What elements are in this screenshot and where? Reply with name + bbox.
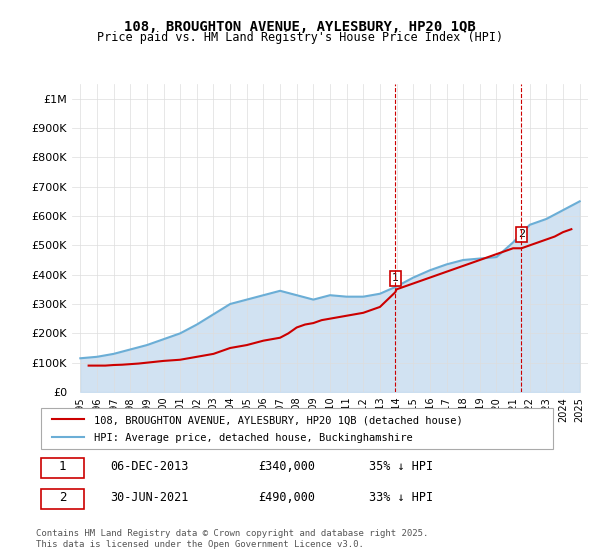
Text: 35% ↓ HPI: 35% ↓ HPI <box>368 460 433 473</box>
FancyBboxPatch shape <box>41 489 83 510</box>
Text: 33% ↓ HPI: 33% ↓ HPI <box>368 491 433 505</box>
Text: Contains HM Land Registry data © Crown copyright and database right 2025.
This d: Contains HM Land Registry data © Crown c… <box>36 529 428 549</box>
Text: 2: 2 <box>518 230 525 240</box>
Text: £490,000: £490,000 <box>258 491 315 505</box>
FancyBboxPatch shape <box>41 408 553 449</box>
Text: 2: 2 <box>59 491 66 505</box>
Text: 1: 1 <box>59 460 66 473</box>
Text: HPI: Average price, detached house, Buckinghamshire: HPI: Average price, detached house, Buck… <box>94 433 413 444</box>
Text: 30-JUN-2021: 30-JUN-2021 <box>110 491 188 505</box>
Text: Price paid vs. HM Land Registry's House Price Index (HPI): Price paid vs. HM Land Registry's House … <box>97 31 503 44</box>
Text: 1: 1 <box>392 273 399 283</box>
Text: 06-DEC-2013: 06-DEC-2013 <box>110 460 188 473</box>
Text: £340,000: £340,000 <box>258 460 315 473</box>
Text: 108, BROUGHTON AVENUE, AYLESBURY, HP20 1QB (detached house): 108, BROUGHTON AVENUE, AYLESBURY, HP20 1… <box>94 416 463 426</box>
Text: 108, BROUGHTON AVENUE, AYLESBURY, HP20 1QB: 108, BROUGHTON AVENUE, AYLESBURY, HP20 1… <box>124 20 476 34</box>
FancyBboxPatch shape <box>41 458 83 478</box>
